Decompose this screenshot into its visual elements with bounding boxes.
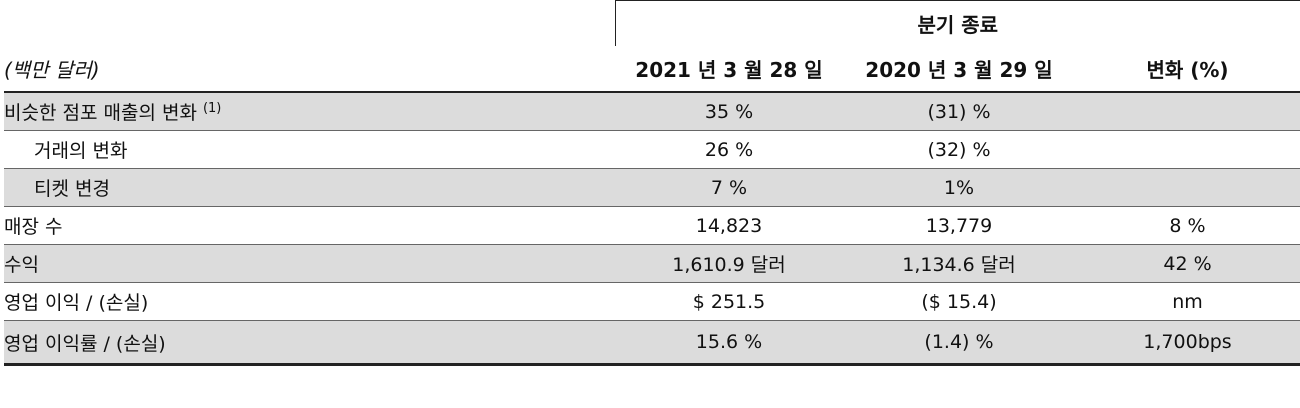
group-header-quarter-ended: 분기 종료 [614, 0, 1300, 46]
cell-2021: 35 % [615, 92, 843, 131]
cell-2020: 1,134.6 달러 [843, 244, 1075, 283]
cell-change: nm [1075, 282, 1300, 321]
cell-change [1075, 168, 1300, 207]
cell-2021: 7 % [615, 168, 843, 207]
cell-2021: 26 % [615, 130, 843, 169]
row-label: 영업 이익률 / (손실) [4, 320, 615, 366]
cell-2021: $ 251.5 [615, 282, 843, 321]
cell-2021: 15.6 % [615, 320, 843, 366]
column-header-2020: 2020 년 3 월 29 일 [843, 46, 1075, 93]
cell-2020: 1% [843, 168, 1075, 207]
cell-2020: (32) % [843, 130, 1075, 169]
table-row: 거래의 변화 26 % (32) % [4, 130, 1300, 169]
row-label: 티켓 변경 [4, 168, 615, 207]
row-label: 수익 [4, 244, 615, 283]
table-row: 수익 1,610.9 달러 1,134.6 달러 42 % [4, 244, 1300, 283]
row-label: 매장 수 [4, 206, 615, 245]
header-row-columns: (백만 달러) 2021 년 3 월 28 일 2020 년 3 월 29 일 … [4, 46, 1300, 93]
table-row: 영업 이익 / (손실) $ 251.5 ($ 15.4) nm [4, 282, 1300, 321]
cell-2020: 13,779 [843, 206, 1075, 245]
table-row: 비슷한 점포 매출의 변화 (1) 35 % (31) % [4, 92, 1300, 131]
cell-2021: 14,823 [615, 206, 843, 245]
footnote-marker: (1) [202, 101, 222, 116]
cell-2020: (31) % [843, 92, 1075, 131]
table-row: 매장 수 14,823 13,779 8 % [4, 206, 1300, 245]
cell-change [1075, 92, 1300, 131]
table-row: 티켓 변경 7 % 1% [4, 168, 1300, 207]
row-label-text: 비슷한 점포 매출의 변화 [4, 102, 197, 124]
units-label: (백만 달러) [4, 46, 615, 93]
row-label: 비슷한 점포 매출의 변화 (1) [4, 92, 615, 131]
cell-2021: 1,610.9 달러 [615, 244, 843, 283]
row-label: 거래의 변화 [4, 130, 615, 169]
table-row: 영업 이익률 / (손실) 15.6 % (1.4) % 1,700bps [4, 320, 1300, 366]
header-empty-cell [4, 1, 615, 47]
header-row-group: 분기 종료 [4, 0, 1300, 47]
column-header-change: 변화 (%) [1075, 46, 1300, 93]
cell-change: 42 % [1075, 244, 1300, 283]
cell-change [1075, 130, 1300, 169]
row-label: 영업 이익 / (손실) [4, 282, 615, 321]
cell-change: 1,700bps [1075, 320, 1300, 366]
cell-change: 8 % [1075, 206, 1300, 245]
cell-2020: (1.4) % [843, 320, 1075, 366]
column-header-2021: 2021 년 3 월 28 일 [615, 46, 843, 93]
cell-2020: ($ 15.4) [843, 282, 1075, 321]
quarterly-results-table: 분기 종료 (백만 달러) 2021 년 3 월 28 일 2020 년 3 월… [4, 0, 1300, 366]
